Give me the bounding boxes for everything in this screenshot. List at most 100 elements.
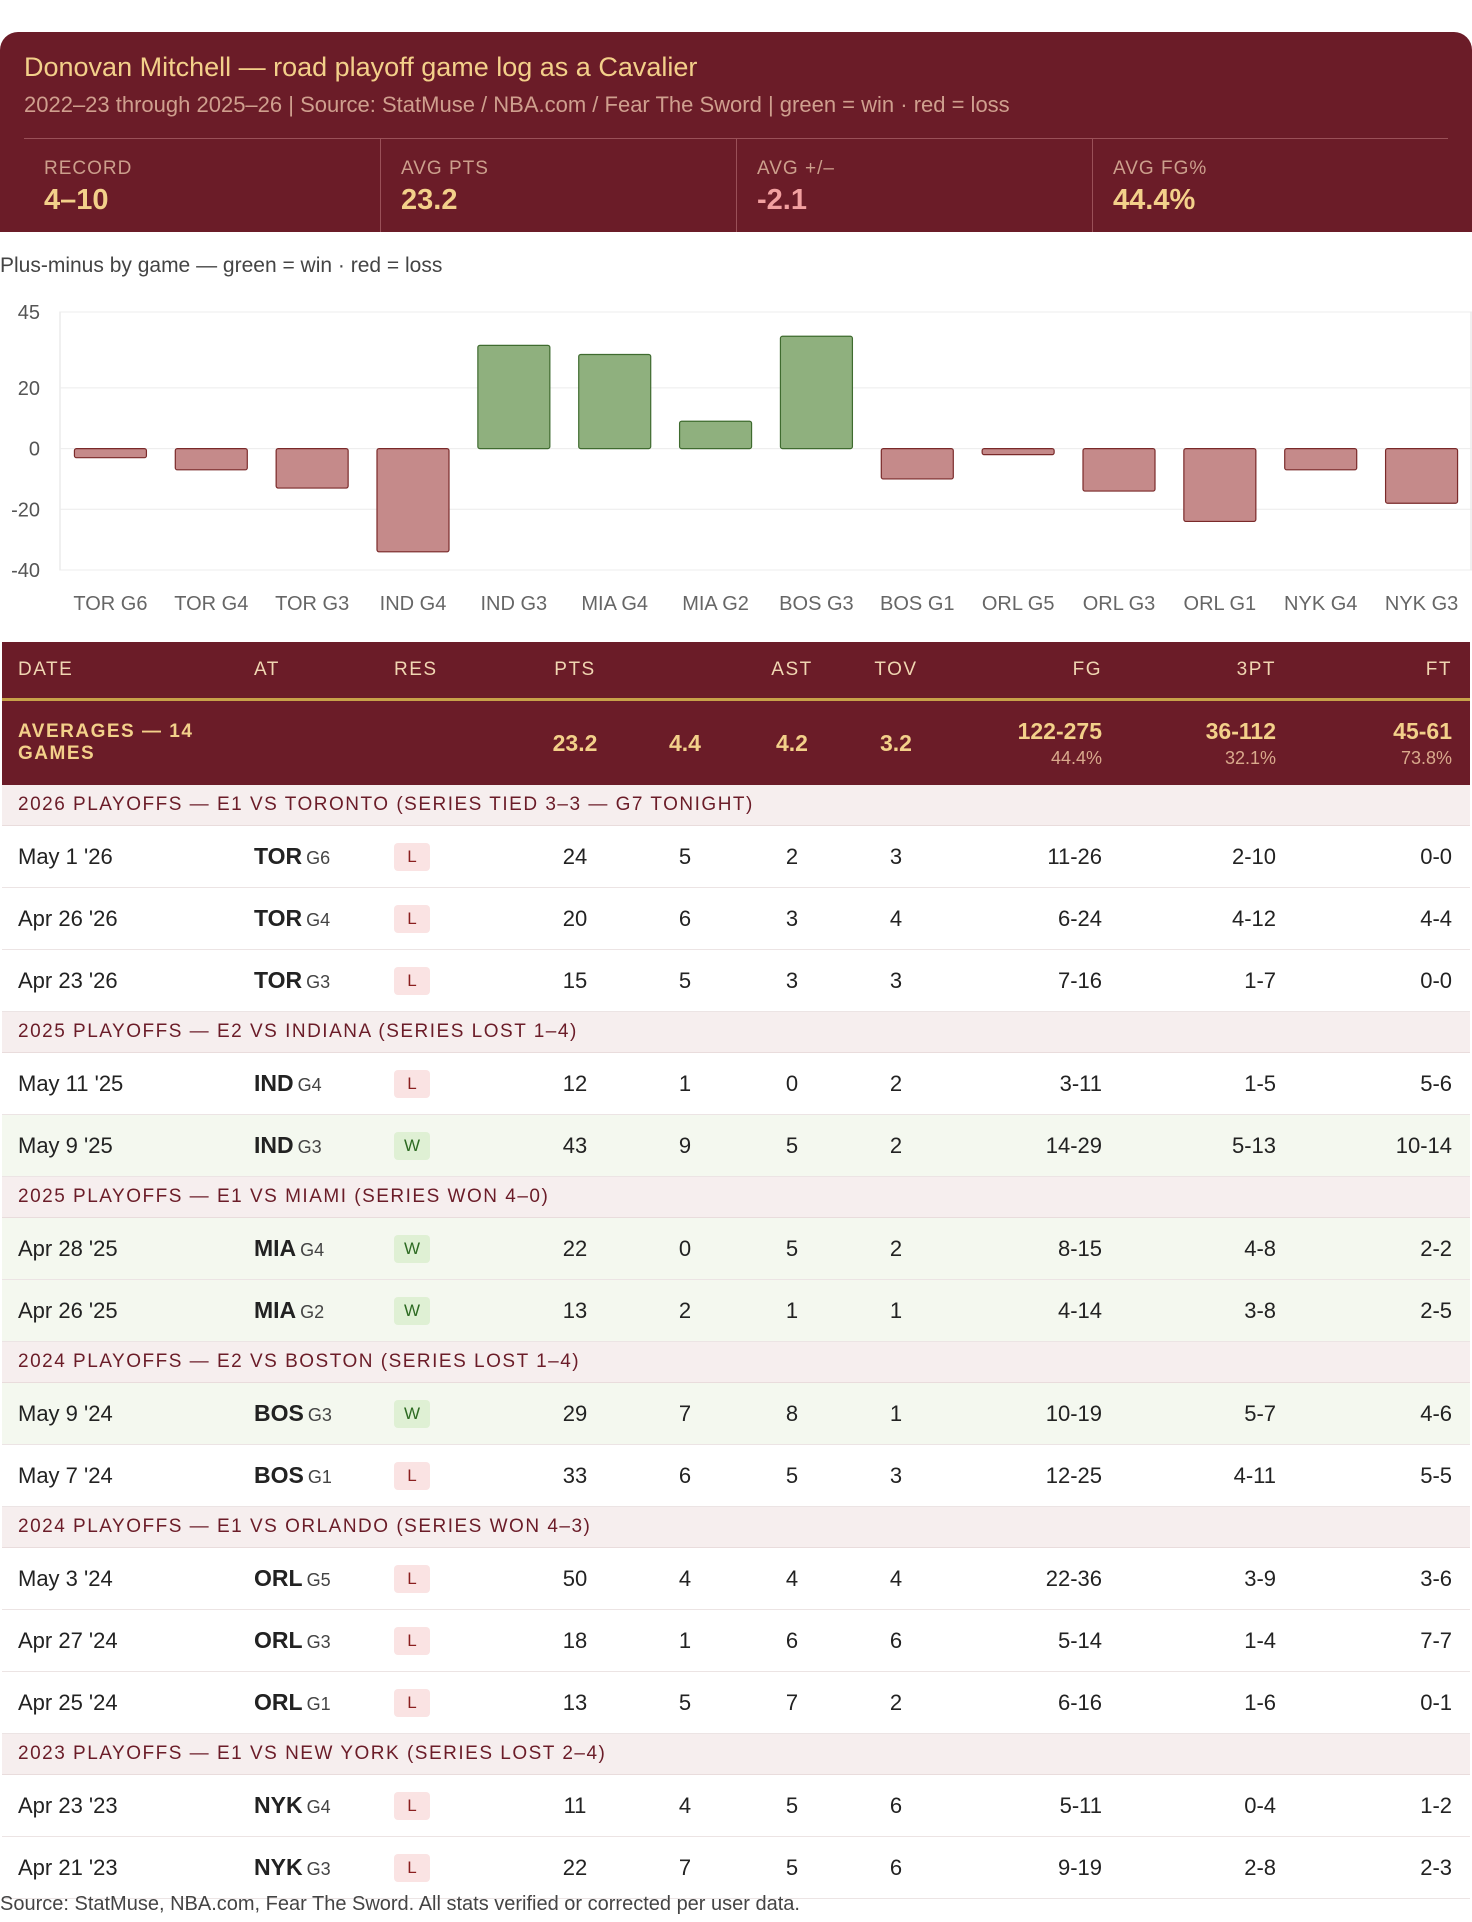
avg-ft-made-att: 45-61 <box>1393 717 1452 744</box>
result-cell: L <box>390 1671 520 1734</box>
game-date: May 7 '24 <box>2 1444 240 1507</box>
three-pt-cell: 1-5 <box>1120 1052 1294 1115</box>
tov-cell: 4 <box>844 887 948 950</box>
three-pt-cell: 1-7 <box>1120 949 1294 1012</box>
stat-label: AVG FG% <box>1113 158 1208 179</box>
table-row[interactable]: May 11 '25 IND G4 L 12 1 0 2 3-11 1-5 5-6 <box>2 1052 1470 1115</box>
x-tick-label: MIA G4 <box>581 593 648 615</box>
result-badge: L <box>394 843 430 871</box>
avg-tov: 3.2 <box>844 699 948 785</box>
x-tick-label: BOS G1 <box>880 593 954 615</box>
result-cell: L <box>390 949 520 1012</box>
table-row[interactable]: May 9 '25 IND G3 W 43 9 5 2 14-29 5-13 10-14 <box>2 1114 1470 1177</box>
ast-cell: 6 <box>740 1609 844 1672</box>
three-pt-cell: 1-4 <box>1120 1609 1294 1672</box>
table-row[interactable]: May 7 '24 BOS G1 L 33 6 5 3 12-25 4-11 5-5 <box>2 1444 1470 1507</box>
result-badge: L <box>394 1462 430 1490</box>
fg-cell: 5-11 <box>948 1774 1120 1837</box>
ast-cell: 8 <box>740 1382 844 1445</box>
col-3pt[interactable]: 3PT <box>1120 642 1294 701</box>
opponent-team: TOR <box>254 843 303 869</box>
ast-cell: 0 <box>740 1052 844 1115</box>
reb-cell: 5 <box>630 825 740 888</box>
opponent-team: IND <box>254 1070 294 1096</box>
table-row[interactable]: Apr 23 '23 NYK G4 L 11 4 5 6 5-11 0-4 1-2 <box>2 1774 1470 1837</box>
table-row[interactable]: May 1 '26 TOR G6 L 24 5 2 3 11-26 2-10 0-0 <box>2 825 1470 888</box>
col-fg[interactable]: FG <box>948 642 1120 701</box>
bar <box>1082 447 1156 492</box>
tov-cell: 3 <box>844 949 948 1012</box>
game-number: G4 <box>297 1075 322 1095</box>
col-res[interactable]: RES <box>390 642 520 701</box>
col-pts[interactable]: PTS <box>520 642 630 701</box>
opponent-team: TOR <box>254 905 303 931</box>
series-title: 2025 PLAYOFFS — E2 VS INDIANA (SERIES LO… <box>2 1011 1470 1053</box>
series-header-row: 2024 PLAYOFFS — E1 VS ORLANDO (SERIES WO… <box>2 1506 1470 1548</box>
game-date: Apr 26 '25 <box>2 1279 240 1342</box>
game-number: G4 <box>306 910 331 930</box>
opponent-cell: NYK G4 <box>240 1774 390 1837</box>
stat-value: 4–10 <box>44 184 109 216</box>
ft-cell: 0-0 <box>1294 949 1470 1012</box>
fg-cell: 6-24 <box>948 887 1120 950</box>
result-badge: L <box>394 905 430 933</box>
tov-cell: 1 <box>844 1382 948 1445</box>
table-row[interactable]: May 3 '24 ORL G5 L 50 4 4 4 22-36 3-9 3-6 <box>2 1547 1470 1610</box>
avg-3pt-pct: 32.1% <box>1224 747 1276 768</box>
avg-pts: 23.2 <box>520 699 630 785</box>
y-tick-label: -40 <box>11 560 40 582</box>
x-tick-label: BOS G3 <box>779 593 853 615</box>
col-ft[interactable]: FT <box>1294 642 1470 701</box>
table-row[interactable]: Apr 26 '26 TOR G4 L 20 6 3 4 6-24 4-12 4-4 <box>2 887 1470 950</box>
fg-cell: 7-16 <box>948 949 1120 1012</box>
x-tick-label: ORL G3 <box>1083 593 1156 615</box>
y-tick-label: 0 <box>29 439 40 461</box>
x-tick-label: NYK G3 <box>1385 593 1458 615</box>
table-row[interactable]: May 9 '24 BOS G3 W 29 7 8 1 10-19 5-7 4-6 <box>2 1382 1470 1445</box>
stat-record: RECORD 4–10 <box>24 138 380 232</box>
col-ast[interactable]: AST <box>740 642 844 701</box>
chart-caption: Plus-minus by game — green = win · red =… <box>0 254 443 277</box>
col-tov[interactable]: TOV <box>844 642 948 701</box>
stat-label: RECORD <box>44 158 133 179</box>
avg-fg-pct: 44.4% <box>1050 747 1102 768</box>
stat-avg-pts: AVG PTS 23.2 <box>380 138 736 232</box>
result-cell: L <box>390 1444 520 1507</box>
game-number: G5 <box>306 1570 331 1590</box>
tov-cell: 2 <box>844 1671 948 1734</box>
table-row[interactable]: Apr 21 '23 NYK G3 L 22 7 5 6 9-19 2-8 2-3 <box>2 1836 1470 1899</box>
game-date: Apr 26 '26 <box>2 887 240 950</box>
table-row[interactable]: Apr 27 '24 ORL G3 L 18 1 6 6 5-14 1-4 7-7 <box>2 1609 1470 1672</box>
fg-cell: 10-19 <box>948 1382 1120 1445</box>
series-title: 2023 PLAYOFFS — E1 VS NEW YORK (SERIES L… <box>2 1733 1470 1775</box>
table-row[interactable]: Apr 25 '24 ORL G1 L 13 5 7 2 6-16 1-6 0-1 <box>2 1671 1470 1734</box>
col-reb[interactable] <box>630 642 740 701</box>
tov-cell: 6 <box>844 1836 948 1899</box>
pts-cell: 15 <box>520 949 630 1012</box>
col-at[interactable]: AT <box>240 642 390 701</box>
result-badge: L <box>394 1627 430 1655</box>
avg-3pt-made-att: 36-112 <box>1205 717 1276 744</box>
footer-source: Source: StatMuse, NBA.com, Fear The Swor… <box>0 1893 800 1915</box>
reb-cell: 0 <box>630 1217 740 1280</box>
result-cell: W <box>390 1217 520 1280</box>
result-badge: W <box>394 1297 430 1325</box>
col-date[interactable]: DATE <box>2 642 240 701</box>
three-pt-cell: 4-8 <box>1120 1217 1294 1280</box>
game-number: G4 <box>306 1797 331 1817</box>
reb-cell: 6 <box>630 887 740 950</box>
three-pt-cell: 2-10 <box>1120 825 1294 888</box>
result-cell: L <box>390 1547 520 1610</box>
table-row[interactable]: Apr 26 '25 MIA G2 W 13 2 1 1 4-14 3-8 2-5 <box>2 1279 1470 1342</box>
opponent-team: BOS <box>254 1462 304 1488</box>
game-date: May 9 '25 <box>2 1114 240 1177</box>
pts-cell: 43 <box>520 1114 630 1177</box>
game-date: Apr 23 '23 <box>2 1774 240 1837</box>
fg-cell: 6-16 <box>948 1671 1120 1734</box>
three-pt-cell: 4-11 <box>1120 1444 1294 1507</box>
fg-cell: 8-15 <box>948 1217 1120 1280</box>
fg-cell: 14-29 <box>948 1114 1120 1177</box>
reb-cell: 5 <box>630 1671 740 1734</box>
table-row[interactable]: Apr 23 '26 TOR G3 L 15 5 3 3 7-16 1-7 0-0 <box>2 949 1470 1012</box>
table-row[interactable]: Apr 28 '25 MIA G4 W 22 0 5 2 8-15 4-8 2-2 <box>2 1217 1470 1280</box>
